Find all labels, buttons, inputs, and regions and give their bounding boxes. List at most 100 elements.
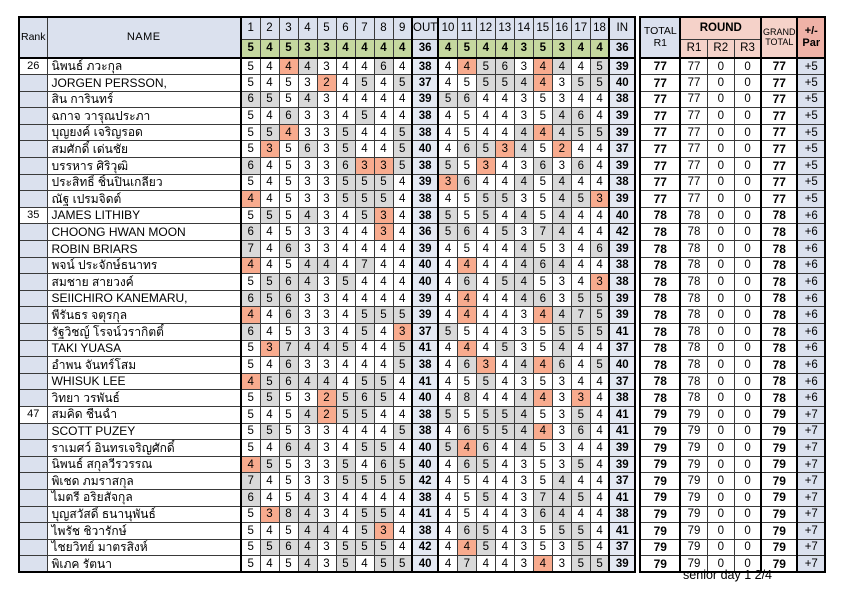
par-value: 4 (259, 39, 280, 59)
hole-score-cell: 5 (475, 422, 496, 441)
hole-score-cell: 4 (475, 339, 496, 358)
hole-score-cell: 5 (354, 173, 375, 192)
plus-minus-cell: +5 (796, 140, 827, 159)
hole-score-cell: 4 (240, 256, 261, 275)
hole-score-cell: 4 (297, 488, 318, 507)
column-gap (635, 240, 641, 258)
in-total-cell: 37 (608, 339, 637, 358)
hole-score-cell: 3 (513, 555, 534, 574)
hole-score-cell: 5 (532, 190, 553, 208)
in-total-cell: 37 (608, 472, 637, 490)
plus-minus-cell: +6 (796, 323, 827, 341)
in-total-cell: 40 (608, 206, 637, 225)
hole-score-cell: 4 (437, 123, 458, 142)
grand-total-cell: 79 (760, 422, 798, 441)
hole-score-cell: 5 (240, 555, 261, 574)
hole-score-cell: 3 (297, 223, 318, 242)
player-row: สมศักดิ์ เด่นชัย 5 3 5 6 3 5 4 4 5 40 4 6 5 3 4 5 2 4 4 37 77… (18, 140, 827, 159)
hole-score-cell: 4 (240, 190, 261, 208)
hole-score-cell: 5 (475, 405, 496, 424)
hole-score-cell: 4 (551, 173, 572, 192)
hole-score-cell: 4 (513, 256, 534, 275)
hole-score-cell: 3 (551, 439, 572, 457)
hole-score-cell: 4 (475, 505, 496, 524)
hole-score-cell: 4 (373, 356, 394, 374)
in-total-cell: 38 (608, 90, 637, 109)
round2-cell: 0 (706, 472, 735, 490)
hole-score-cell: 6 (456, 173, 477, 192)
out-total-cell: 38 (410, 190, 439, 208)
hole-score-cell: 4 (513, 405, 534, 424)
plus-minus-cell: +7 (796, 472, 827, 490)
grand-total-cell: 78 (760, 223, 798, 242)
round3-cell: 0 (733, 306, 762, 324)
out-total-cell: 40 (410, 256, 439, 275)
hole-score-cell: 4 (456, 289, 477, 308)
hole-score-cell: 4 (513, 206, 534, 225)
out-total-cell: 38 (410, 405, 439, 424)
header-grand-bottom: TOTAL (765, 36, 794, 47)
hole-score-cell: 5 (335, 140, 356, 159)
out-total-cell: 38 (410, 206, 439, 225)
hole-score-cell: 4 (392, 273, 413, 291)
round2-cell: 0 (706, 389, 735, 407)
hole-score-cell: 4 (392, 107, 413, 125)
round1-cell: 78 (679, 240, 708, 258)
hole-score-cell: 4 (373, 256, 394, 275)
hole-score-cell: 4 (589, 472, 610, 490)
hole-score-cell: 2 (316, 405, 337, 424)
in-total-cell: 41 (608, 522, 637, 540)
hole-score-cell: 5 (570, 405, 591, 424)
grand-total-cell: 77 (760, 140, 798, 159)
plus-minus-cell: +5 (796, 74, 827, 92)
hole-score-cell: 4 (335, 323, 356, 341)
hole-score-cell: 4 (259, 223, 280, 242)
hole-score-cell: 5 (456, 157, 477, 175)
hole-score-cell: 4 (589, 90, 610, 109)
hole-score-cell: 5 (354, 405, 375, 424)
round1-cell: 79 (679, 522, 708, 540)
hole-score-cell: 4 (297, 505, 318, 524)
hole-score-cell: 3 (297, 190, 318, 208)
hole-score-cell: 3 (551, 455, 572, 474)
hole-score-cell: 5 (240, 389, 261, 407)
hole-score-cell: 4 (392, 389, 413, 407)
round1-cell: 78 (679, 273, 708, 291)
hole-score-cell: 4 (373, 323, 394, 341)
hole-score-cell: 6 (240, 289, 261, 308)
hole-score-cell: 4 (392, 538, 413, 557)
hole-score-cell: 2 (316, 389, 337, 407)
hole-score-cell: 4 (494, 488, 515, 507)
hole-score-cell: 4 (437, 107, 458, 125)
column-gap (635, 124, 641, 141)
hole-score-cell: 4 (513, 289, 534, 308)
round3-cell: 0 (733, 74, 762, 92)
hole-score-cell: 5 (240, 273, 261, 291)
hole-score-cell: 4 (589, 455, 610, 474)
rank-cell (18, 372, 48, 391)
hole-score-cell: 5 (589, 306, 610, 324)
total-r1-cell: 78 (639, 356, 682, 374)
hole-score-cell: 4 (456, 256, 477, 275)
total-r1-cell: 78 (639, 223, 682, 242)
hole-score-cell: 3 (297, 356, 318, 374)
round2-cell: 0 (706, 223, 735, 242)
in-total-cell: 38 (608, 273, 637, 291)
hole-score-cell: 4 (437, 522, 458, 540)
hole-score-cell: 4 (354, 140, 375, 159)
round3-cell: 0 (733, 439, 762, 457)
hole-score-cell: 5 (240, 123, 261, 142)
rank-cell (18, 273, 48, 291)
hole-score-cell: 5 (240, 422, 261, 441)
round3-cell: 0 (733, 90, 762, 109)
hole-score-cell: 5 (570, 123, 591, 142)
hole-score-cell: 4 (278, 123, 299, 142)
in-total-cell: 41 (608, 488, 637, 507)
out-total-cell: 36 (410, 223, 439, 242)
hole-score-cell: 4 (437, 256, 458, 275)
hole-score-cell: 3 (373, 223, 394, 242)
hole-score-cell: 4 (437, 74, 458, 92)
hole-score-cell: 5 (354, 372, 375, 391)
hole-score-cell: 4 (354, 488, 375, 507)
round1-cell: 79 (679, 538, 708, 557)
